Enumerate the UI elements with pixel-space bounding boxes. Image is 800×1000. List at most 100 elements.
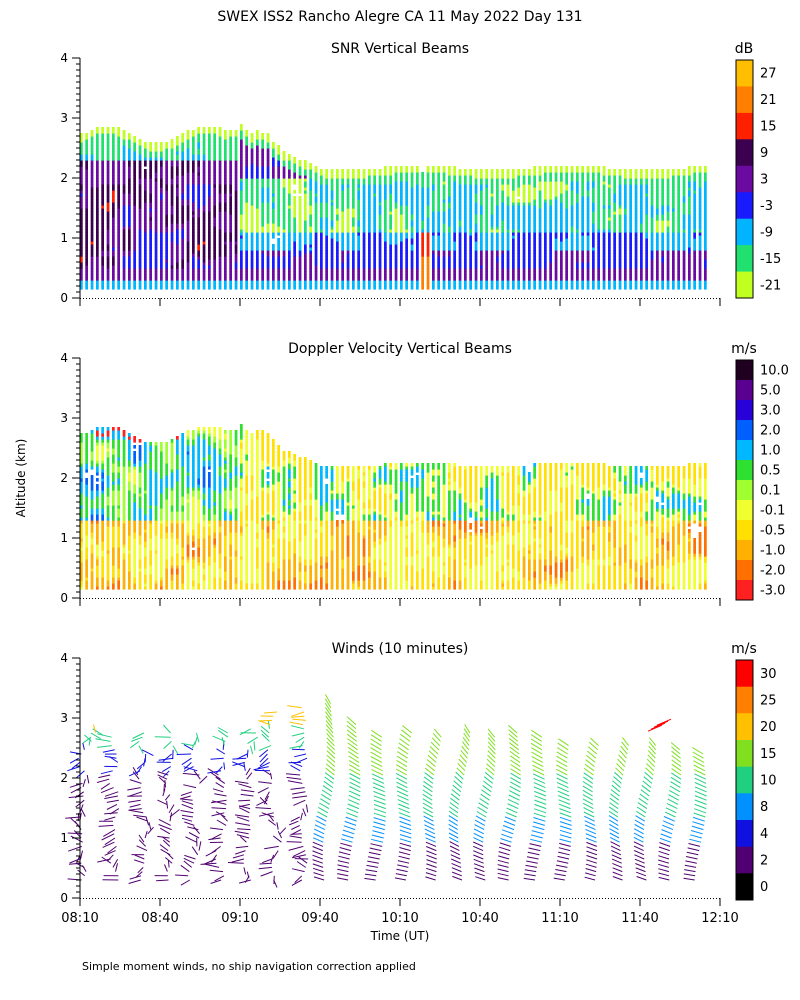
heat-cell — [202, 136, 206, 140]
heat-cell — [96, 202, 99, 206]
heat-cell — [288, 178, 291, 182]
heat-cell — [496, 241, 499, 245]
heat-cell — [293, 241, 296, 245]
heat-cell — [560, 199, 563, 203]
heat-cell — [453, 217, 456, 221]
heat-cell — [469, 223, 472, 227]
heat-cell — [453, 253, 456, 257]
heat-cell — [176, 208, 179, 212]
heat-cell — [256, 157, 259, 161]
heat-cell — [592, 256, 595, 260]
heat-cell — [96, 139, 99, 143]
heat-cell — [80, 199, 83, 203]
heat-cell — [432, 181, 435, 185]
heat-cell — [368, 247, 371, 251]
heat-cell — [576, 175, 579, 179]
heat-cell — [650, 187, 654, 191]
heat-cell — [480, 259, 483, 263]
heat-cell — [501, 265, 504, 269]
heat-cell — [389, 214, 392, 218]
heat-cell — [133, 214, 136, 218]
heat-cell — [245, 154, 248, 158]
heat-cell — [170, 241, 174, 245]
heat-cell — [426, 220, 430, 224]
heat-cell — [458, 217, 462, 221]
heat-cell — [304, 196, 307, 200]
heat-cell — [586, 181, 590, 185]
heat-cell — [138, 157, 142, 161]
heat-cell — [501, 208, 504, 212]
heat-cell — [256, 250, 259, 254]
heat-cell — [517, 199, 520, 203]
heat-cell — [410, 274, 414, 278]
heat-cell — [208, 223, 211, 227]
heat-cell — [410, 250, 414, 254]
heat-cell — [666, 232, 670, 236]
heat-cell — [346, 220, 350, 224]
heat-cell — [362, 172, 366, 176]
heat-cell — [330, 277, 334, 281]
heat-cell — [453, 229, 456, 233]
heat-cell — [336, 217, 339, 221]
heat-cell — [149, 247, 152, 251]
heat-cell — [149, 154, 152, 158]
heat-cell — [229, 274, 232, 278]
heat-cell — [368, 214, 371, 218]
heat-cell — [506, 223, 510, 227]
heat-cell — [528, 280, 531, 284]
heat-cell — [533, 208, 536, 212]
heat-cell — [597, 199, 600, 203]
heat-cell — [202, 229, 206, 233]
heat-cell — [517, 232, 520, 236]
heat-cell — [101, 229, 104, 233]
heat-cell — [506, 256, 510, 260]
heat-cell — [154, 151, 158, 155]
heat-cell — [266, 268, 270, 272]
heat-cell — [272, 181, 275, 185]
heat-cell — [378, 262, 382, 266]
heat-cell — [400, 283, 403, 287]
heat-cell — [554, 220, 558, 224]
heat-cell — [229, 226, 232, 230]
heat-cell — [341, 262, 344, 266]
heat-cell — [298, 268, 302, 272]
heat-cell — [202, 196, 206, 200]
heat-cell — [80, 154, 83, 158]
heat-cell — [277, 265, 280, 269]
heat-cell — [560, 166, 563, 170]
heat-cell — [101, 259, 104, 263]
heat-cell — [218, 268, 222, 272]
heat-cell — [576, 253, 579, 257]
heat-cell — [576, 250, 579, 254]
heat-cell — [192, 175, 195, 179]
heat-cell — [181, 229, 184, 233]
heat-cell — [122, 166, 126, 170]
heat-cell — [229, 259, 232, 263]
heat-cell — [565, 193, 568, 197]
heat-cell — [522, 175, 526, 179]
heat-cell — [181, 133, 184, 137]
heat-cell — [538, 259, 542, 263]
heat-cell — [170, 145, 174, 149]
heat-cell — [128, 172, 131, 176]
heat-cell — [80, 175, 83, 179]
heat-cell — [592, 280, 595, 284]
heat-cell — [432, 214, 435, 218]
heat-cell — [293, 253, 296, 257]
heat-cell — [378, 271, 382, 275]
heat-cell — [432, 166, 435, 170]
heat-cell — [240, 127, 243, 131]
heat-cell — [426, 283, 430, 287]
heat-cell — [117, 130, 120, 134]
heat-cell — [597, 286, 600, 290]
heat-cell — [624, 199, 627, 203]
heat-cell — [410, 235, 414, 239]
heat-cell — [122, 238, 126, 242]
heat-cell — [208, 136, 211, 140]
heat-cell — [501, 199, 504, 203]
heat-cell — [298, 253, 302, 257]
heat-cell — [165, 163, 168, 167]
heat-cell — [160, 250, 163, 254]
heat-cell — [656, 268, 659, 272]
heat-cell — [165, 181, 168, 185]
